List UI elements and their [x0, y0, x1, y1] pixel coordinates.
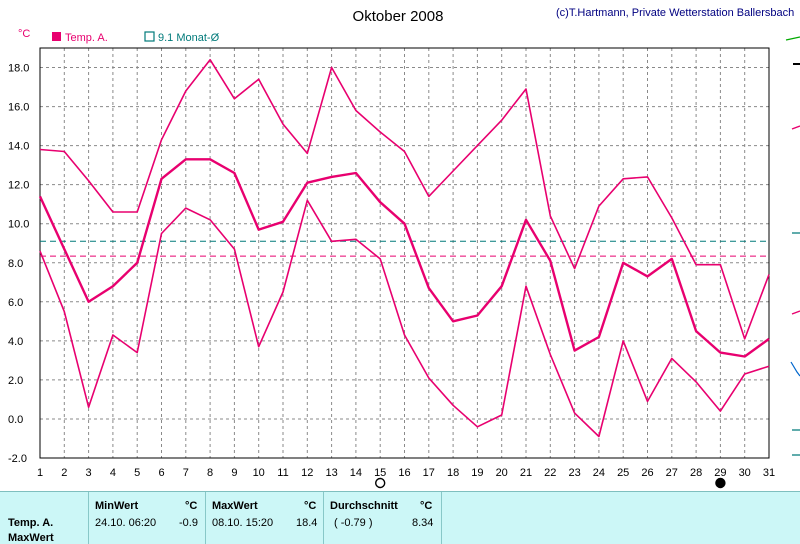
- x-tick-label: 7: [183, 467, 189, 479]
- y-axis-unit: °C: [18, 28, 30, 40]
- x-tick-label: 23: [568, 467, 580, 479]
- y-tick-label: 8.0: [8, 258, 23, 270]
- open-circle-marker: [375, 477, 386, 489]
- legend-swatch-temp: [52, 32, 61, 41]
- x-tick-label: 12: [301, 467, 313, 479]
- x-tick-label: 16: [398, 467, 410, 479]
- x-tick-label: 21: [520, 467, 532, 479]
- x-tick-labels: 1 2 3 4 5 6 7 8 9 10 11 12 13 14 15 16 17 18 19 20 21 22 23 24 2…: [37, 467, 775, 479]
- stats-min-cell: MinWert °C 24.10. 06:20 -0.9: [88, 492, 206, 544]
- x-tick-label: 1: [37, 467, 43, 479]
- right-edge-pink-trace: [791, 125, 800, 315]
- reference-lines: [40, 240, 769, 257]
- max-time: 08.10. 15:20: [212, 517, 274, 529]
- x-tick-label: 29: [714, 467, 726, 479]
- x-tick-label: 28: [690, 467, 702, 479]
- legend: Temp. A. 9.1 Monat-Ø: [52, 31, 220, 44]
- series-line: [39, 199, 770, 438]
- temperature-chart: Oktober 2008 (c)T.Hartmann, Private Wett…: [8, 7, 800, 489]
- y-tick-label: 14.0: [8, 141, 29, 153]
- x-tick-label: 3: [86, 467, 92, 479]
- x-tick-label: 26: [641, 467, 653, 479]
- x-tick-label: 20: [496, 467, 508, 479]
- x-tick-label: 27: [666, 467, 678, 479]
- x-tick-label: 19: [471, 467, 483, 479]
- y-tick-label: 18.0: [8, 63, 29, 75]
- avg-paren: ( -0.79 ): [334, 517, 373, 529]
- min-time: 24.10. 06:20: [95, 517, 157, 529]
- y-tick-label: 6.0: [8, 297, 23, 309]
- x-tick-label: 31: [763, 467, 775, 479]
- x-tick-label: 8: [207, 467, 213, 479]
- min-header: MinWert: [95, 500, 139, 512]
- x-tick-label: 14: [350, 467, 362, 479]
- x-tick-label: 18: [447, 467, 459, 479]
- stats-avg-cell: Durchschnitt °C ( -0.79 ) 8.34: [323, 492, 442, 544]
- legend-label-monthly-mean: 9.1 Monat-Ø: [158, 32, 220, 44]
- min-unit: °C: [185, 500, 198, 512]
- right-edge-teal-ticks: [792, 232, 800, 456]
- series-line: [38, 158, 770, 358]
- right-edge-green-mark: [785, 36, 800, 41]
- x-tick-label: 13: [325, 467, 337, 479]
- y-tick-labels: -2.0 0.0 2.0 4.0 6.0 8.0 10.0 12.0 14.0 16.0 18.0: [8, 63, 29, 465]
- x-tick-label: 9: [231, 467, 237, 479]
- max-header: MaxWert: [212, 500, 258, 512]
- avg-value: 8.34: [412, 517, 434, 529]
- stats-row-label-2: MaxWert: [8, 532, 54, 544]
- stats-panel: Temp. A. MaxWert MinWert °C 24.10. 06:20…: [0, 491, 800, 544]
- x-tick-label: 4: [110, 467, 116, 479]
- chart-title: Oktober 2008: [353, 8, 444, 25]
- stats-row-label: Temp. A.: [8, 517, 54, 529]
- x-tick-label: 15: [374, 467, 386, 479]
- data-series: [38, 58, 770, 438]
- x-axis-markers: [375, 477, 726, 489]
- x-tick-label: 24: [593, 467, 605, 479]
- grid: [40, 48, 769, 458]
- chart-credit: (c)T.Hartmann, Private Wetterstation Bal…: [556, 7, 794, 19]
- x-tick-label: 22: [544, 467, 556, 479]
- right-edge-blue-trace: [790, 361, 800, 377]
- y-tick-label: -2.0: [8, 453, 27, 465]
- x-tick-label: 5: [134, 467, 140, 479]
- y-tick-label: 10.0: [8, 219, 29, 231]
- x-tick-label: 2: [61, 467, 67, 479]
- series-line: [39, 58, 770, 340]
- x-tick-label: 17: [423, 467, 435, 479]
- avg-unit: °C: [420, 500, 433, 512]
- y-tick-label: 4.0: [8, 336, 23, 348]
- x-tick-label: 25: [617, 467, 629, 479]
- x-tick-label: 6: [158, 467, 164, 479]
- right-edge-fragments: [785, 36, 800, 456]
- legend-label-temp: Temp. A.: [65, 32, 108, 44]
- y-tick-label: 2.0: [8, 375, 23, 387]
- y-tick-label: 0.0: [8, 414, 23, 426]
- x-tick-label: 10: [253, 467, 265, 479]
- filled-circle-marker: [715, 477, 726, 489]
- legend-swatch-monthly-mean: [144, 31, 155, 42]
- y-tick-label: 12.0: [8, 180, 29, 192]
- y-tick-label: 16.0: [8, 102, 29, 114]
- x-tick-label: 30: [739, 467, 751, 479]
- x-tick-label: 11: [277, 467, 288, 479]
- stats-max-cell: MaxWert °C 08.10. 15:20 18.4: [205, 492, 324, 544]
- max-unit: °C: [304, 500, 317, 512]
- max-value: 18.4: [296, 517, 318, 529]
- avg-header: Durchschnitt: [330, 500, 398, 512]
- min-value: -0.9: [179, 517, 198, 529]
